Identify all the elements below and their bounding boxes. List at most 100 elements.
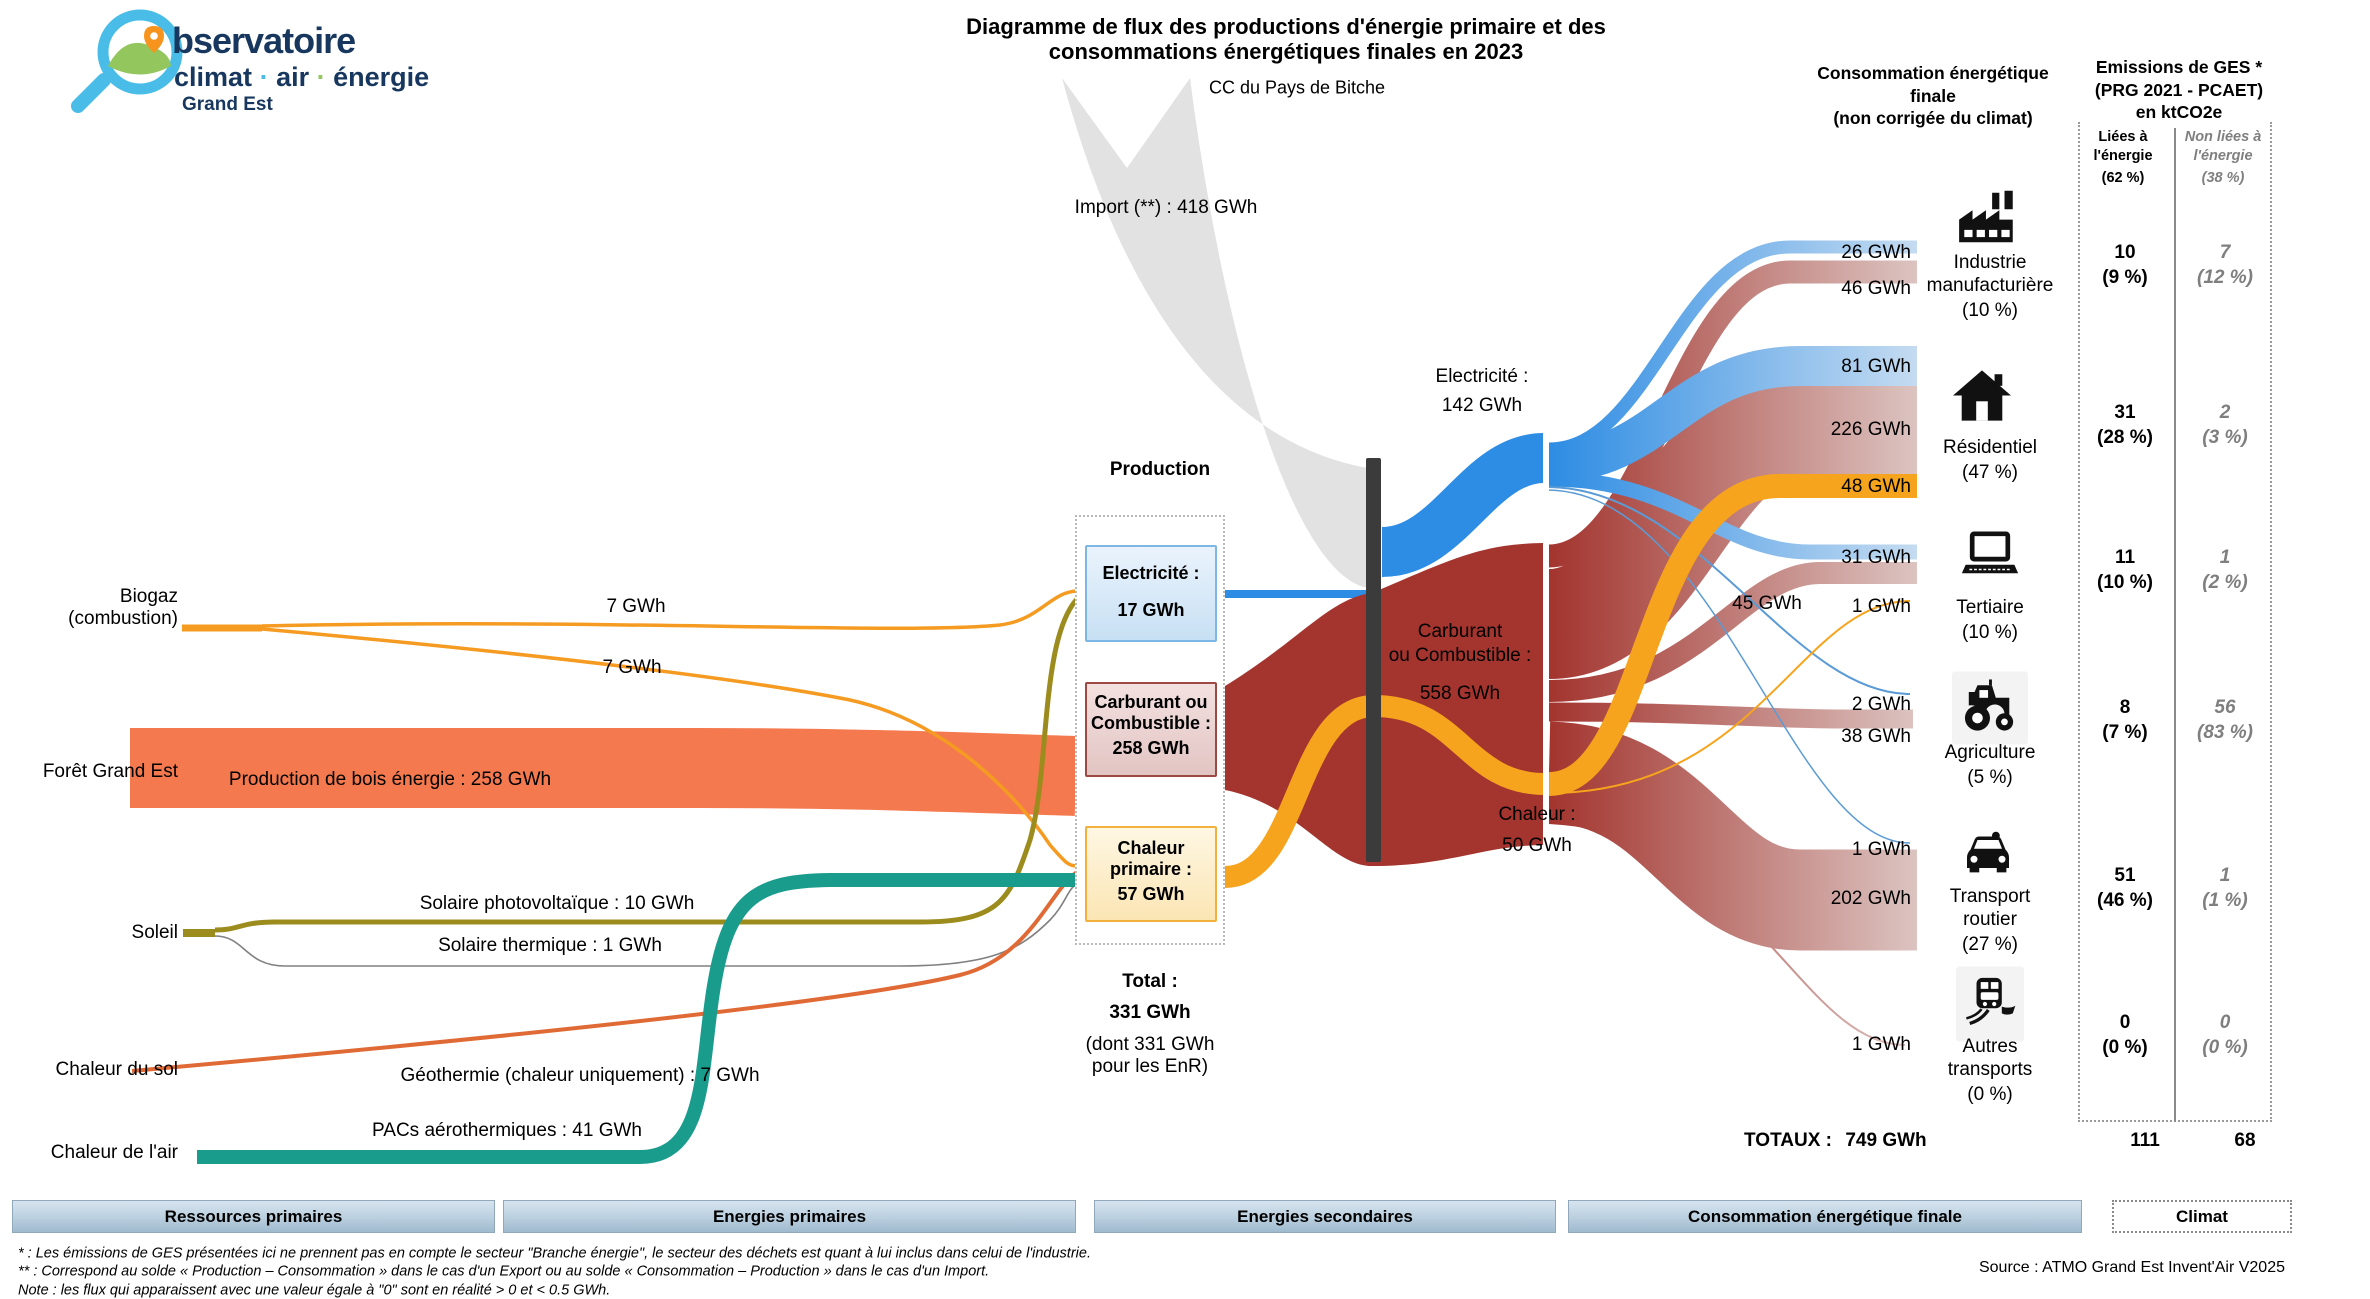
flow-chaleur-residentiel — [1547, 474, 1917, 796]
flow-pac — [197, 873, 1077, 1164]
junction-gap — [1543, 425, 1549, 880]
label-carburant-secondaire-1: Carburant — [1417, 621, 1503, 643]
footer-bar-energies-secondaires: Energies secondaires — [1094, 1200, 1556, 1233]
logo-observatoire: bservatoire climat · air · énergie Grand… — [50, 6, 429, 118]
car-icon — [1960, 826, 2016, 881]
ges-agriculture-non-energie: 56 (83 %) — [2197, 697, 2253, 743]
page-title: Diagramme de flux des productions d'éner… — [966, 14, 1606, 65]
sector-transport-routier: Transport routier (27 %) — [1949, 886, 2031, 955]
ges-tertiaire-non-energie: 1 (2 %) — [2202, 547, 2248, 593]
label-bois-energie: Production de bois énergie : 258 GWh — [228, 769, 552, 791]
ges-autres-non-energie: 0 (0 %) — [2202, 1012, 2248, 1058]
label-biogaz-flow-1: 7 GWh — [606, 596, 666, 618]
label-chaleur-secondaire-value: 50 GWh — [1502, 835, 1572, 857]
production-total-note1: (dont 331 GWh — [1085, 1034, 1215, 1056]
footer-bar-ressources-primaires: Ressources primaires — [12, 1200, 495, 1233]
value-residentiel-chaleur: 48 GWh — [1841, 476, 1911, 498]
production-title: Production — [1109, 459, 1211, 481]
black-bar — [1366, 458, 1381, 862]
factory-icon — [1955, 189, 2021, 252]
source-credit: Source : ATMO Grand Est Invent'Air V2025 — [1978, 1258, 2285, 1276]
ges-residentiel-energie: 31 (28 %) — [2097, 402, 2153, 448]
value-tertiaire-chaleur: 1 GWh — [1851, 596, 1911, 618]
value-autres-carb: 1 GWh — [1851, 1034, 1911, 1056]
totals-ges-non-energie: 68 — [2234, 1130, 2256, 1152]
flow-solaire-thermique — [214, 883, 1078, 967]
value-agriculture-elec: 2 GWh — [1851, 694, 1911, 716]
label-elec-secondaire-value: 142 GWh — [1441, 395, 1523, 417]
footer-bar-climat: Climat — [2112, 1200, 2292, 1233]
value-residentiel-elec: 81 GWh — [1841, 356, 1911, 378]
page-subtitle: CC du Pays de Bitche — [1208, 77, 1386, 98]
label-pac: PACs aérothermiques : 41 GWh — [372, 1120, 642, 1142]
dot-icon: · — [259, 62, 269, 92]
production-electricite-box: Electricité : 17 GWh — [1085, 545, 1217, 642]
footnote-1: * : Les émissions de GES présentées ici … — [18, 1245, 1091, 1262]
flow-import — [1062, 78, 1368, 588]
logo-tagline: climat · air · énergie — [174, 62, 430, 92]
label-elec-secondaire: Electricité : — [1435, 366, 1529, 388]
flow-carb-transport — [1545, 721, 1917, 951]
flow-carb-residentiel — [1544, 369, 1917, 679]
ges-table-divider — [2174, 128, 2176, 1122]
footnote-2: ** : Correspond au solde « Production – … — [18, 1263, 990, 1280]
source-foret: Forêt Grand Est — [42, 761, 178, 783]
production-chaleur-box: Chaleur primaire : 57 GWh — [1085, 826, 1217, 922]
value-agriculture-carb: 38 GWh — [1841, 726, 1911, 748]
flow-elec-agriculture — [1548, 486, 1911, 695]
house-icon — [1951, 367, 2013, 430]
ges-col1-header: Liées à l'énergie (62 %) — [2093, 129, 2153, 186]
flow-carb-agriculture — [1548, 702, 1913, 729]
flow-bois-energie — [130, 728, 1078, 816]
label-chaleur-secondaire: Chaleur : — [1498, 804, 1576, 826]
totals-label: TOTAUX : — [1744, 1130, 1832, 1152]
logo-brand: bservatoire — [172, 20, 356, 61]
dot-icon: · — [316, 62, 326, 92]
flow-biogaz-elec — [261, 589, 1078, 630]
value-residentiel-carb: 226 GWh — [1830, 419, 1911, 441]
ges-industrie-non-energie: 7 (12 %) — [2197, 242, 2253, 288]
label-geothermie: Géothermie (chaleur uniquement) : 7 GWh — [400, 1065, 760, 1087]
value-industrie-carb: 46 GWh — [1841, 278, 1911, 300]
label-solaire-thermique: Solaire thermique : 1 GWh — [438, 935, 662, 957]
value-transport-carb: 202 GWh — [1830, 888, 1911, 910]
sector-autres-transports: Autres transports (0 %) — [1947, 1036, 2033, 1105]
sector-industrie: Industrie manufacturière (10 %) — [1926, 252, 2054, 321]
label-solaire-pv: Solaire photovoltaïque : 10 GWh — [419, 893, 695, 915]
footer-bar-consommation-finale: Consommation énergétique finale — [1568, 1200, 2082, 1233]
value-transport-elec: 1 GWh — [1851, 839, 1911, 861]
ges-col2-header: Non liées à l'énergie (38 %) — [2184, 129, 2262, 186]
source-soleil: Soleil — [131, 922, 178, 944]
flow-biogaz-chaleur — [261, 627, 1078, 868]
consumption-header: Consommation énergétique finale (non cor… — [1817, 63, 2049, 128]
source-chaleur-air: Chaleur de l'air — [50, 1142, 178, 1164]
value-tertiaire-carb: 45 GWh — [1732, 593, 1802, 615]
source-chaleur-sol: Chaleur du sol — [55, 1059, 178, 1081]
totals-ges-energie: 111 — [2130, 1130, 2160, 1152]
ges-header: Emissions de GES * (PRG 2021 - PCAET) en… — [2094, 57, 2264, 122]
label-biogaz-flow-2: 7 GWh — [602, 657, 662, 679]
flow-elec-transport — [1548, 489, 1911, 844]
production-box: Electricité : 17 GWh Carburant ou Combus… — [1075, 515, 1225, 945]
totals-consumption: 749 GWh — [1845, 1130, 1927, 1152]
label-carburant-secondaire-2: ou Combustible : — [1388, 645, 1532, 667]
ges-agriculture-energie: 8 (7 %) — [2102, 697, 2148, 743]
production-carburant-box: Carburant ou Combustible : 258 GWh — [1085, 682, 1217, 777]
sector-residentiel: Résidentiel (47 %) — [1943, 437, 2037, 483]
ges-residentiel-non-energie: 2 (3 %) — [2202, 402, 2248, 448]
footnote-3: Note : les flux qui apparaissent avec un… — [18, 1282, 611, 1299]
sector-agriculture: Agriculture (5 %) — [1944, 742, 2036, 788]
label-carburant-secondaire-value: 558 GWh — [1419, 683, 1501, 705]
flow-elec-secondaire — [1380, 433, 1547, 577]
sector-tertiaire: Tertiaire (10 %) — [1956, 597, 2024, 643]
flow-carb-autres — [1548, 822, 1906, 1046]
logo-magnifier-icon — [71, 9, 183, 113]
ges-tertiaire-energie: 11 (10 %) — [2097, 547, 2153, 593]
ges-transport-non-energie: 1 (1 %) — [2202, 865, 2248, 911]
production-total-value: 331 GWh — [1109, 1002, 1191, 1024]
ges-autres-energie: 0 (0 %) — [2102, 1012, 2148, 1058]
train-icon — [1956, 966, 2024, 1042]
production-total-label: Total : — [1122, 971, 1178, 993]
